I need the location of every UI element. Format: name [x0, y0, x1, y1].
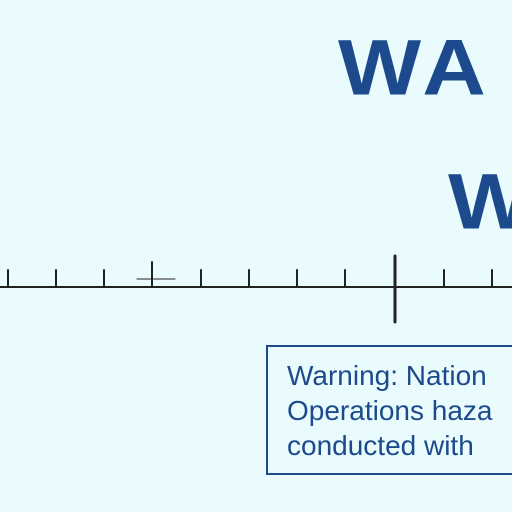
warning-notice-line-2: Operations haza — [287, 395, 493, 426]
warning-notice-box: Warning: Nation Operations haza conducte… — [266, 345, 512, 475]
warning-notice-line-1: Warning: Nation — [287, 360, 487, 391]
scale-bar — [0, 254, 512, 324]
warning-heading-line-1: WA — [338, 22, 492, 112]
warning-heading-line-2: W — [448, 162, 512, 241]
warning-notice-line-3: conducted with — [287, 430, 474, 461]
scale-bar-ticks — [7, 254, 493, 324]
